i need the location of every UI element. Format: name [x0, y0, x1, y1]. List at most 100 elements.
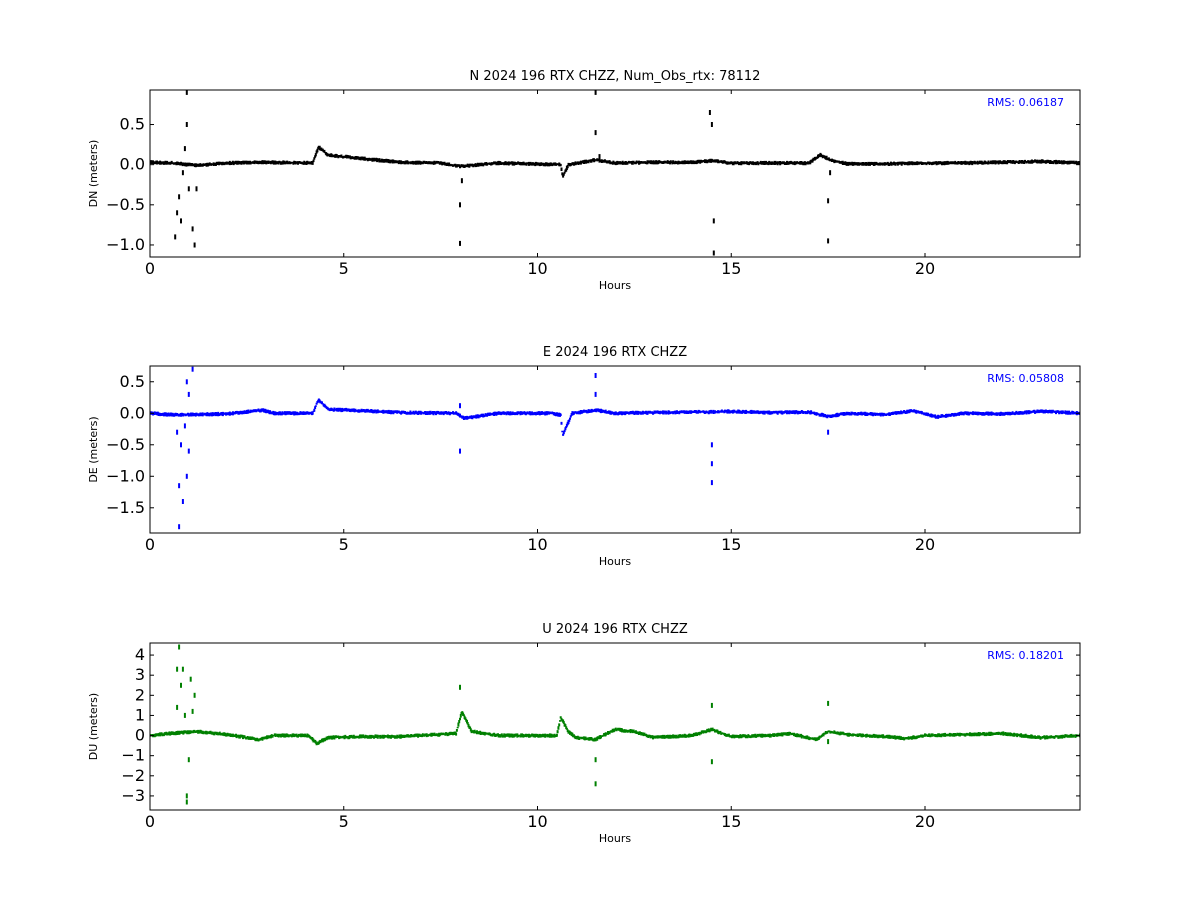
y-tick-label: −0.5 [106, 195, 145, 214]
outlier-point [185, 122, 188, 127]
y-tick-label: 4 [135, 645, 145, 664]
outlier-point [187, 448, 190, 454]
outlier-point [827, 739, 830, 745]
outlier-point [710, 480, 713, 486]
outlier-point [178, 644, 181, 650]
outlier-point [191, 226, 194, 232]
y-tick-label: 0.0 [120, 155, 145, 174]
outlier-point [827, 198, 830, 204]
y-tick-label: −1 [121, 746, 145, 765]
outlier-point [189, 676, 192, 682]
outlier-point [183, 146, 186, 152]
x-axis-label: Hours [599, 279, 631, 292]
x-tick-label: 10 [527, 812, 547, 831]
outlier-point [187, 186, 190, 192]
x-tick-label: 5 [339, 812, 349, 831]
outlier-point [459, 403, 461, 409]
outlier-point [185, 793, 188, 799]
outlier-point [827, 429, 830, 435]
x-tick-label: 5 [339, 535, 349, 554]
data-series [150, 366, 1080, 530]
x-tick-label: 0 [145, 259, 155, 278]
outlier-point [598, 154, 601, 160]
outlier-point [187, 757, 190, 763]
outlier-point [594, 90, 597, 95]
outlier-point [183, 712, 186, 718]
outlier-point [193, 242, 196, 248]
panel-dn: N 2024 196 RTX CHZZ, Num_Obs_rtx: 78112 0… [87, 69, 1081, 292]
data-track [150, 145, 1080, 178]
outlier-point [180, 218, 182, 224]
outlier-point [710, 461, 713, 467]
outlier-point [191, 366, 194, 372]
outlier-point [594, 391, 597, 397]
outlier-point [176, 429, 179, 435]
outlier-point [594, 781, 597, 787]
outlier-point [185, 799, 188, 805]
x-tick-label: 20 [915, 812, 935, 831]
y-tick-label: 0.5 [120, 372, 145, 391]
outlier-point [827, 238, 830, 244]
axes-frame [149, 89, 1081, 258]
y-tick-label: 3 [135, 665, 145, 684]
outlier-point [178, 483, 181, 489]
outlier-point [178, 194, 181, 200]
outlier-point [710, 702, 713, 708]
x-tick-label: 20 [915, 259, 935, 278]
outlier-point [181, 170, 184, 176]
y-tick-label: −0.5 [106, 435, 145, 454]
outlier-point [710, 442, 713, 448]
outlier-point [827, 700, 830, 706]
outlier-point [460, 178, 463, 184]
data-series [150, 644, 1080, 805]
x-axis-label: Hours [599, 832, 631, 845]
axes-frame [149, 365, 1081, 534]
data-series [150, 90, 1080, 256]
outlier-point [459, 240, 461, 246]
y-tick-label: 2 [135, 685, 145, 704]
y-axis-label: DN (meters) [87, 140, 100, 208]
outlier-point [181, 666, 184, 672]
outlier-point [459, 202, 461, 208]
outlier-point [185, 90, 188, 95]
outlier-point [180, 442, 182, 448]
rms-annotation: RMS: 0.06187 [987, 96, 1064, 109]
outlier-point [176, 210, 179, 216]
axes-frame [149, 642, 1081, 811]
x-tick-label: 20 [915, 535, 935, 554]
outlier-point [829, 170, 832, 176]
outlier-point [185, 473, 188, 479]
data-track [150, 398, 1080, 436]
x-tick-label: 5 [339, 259, 349, 278]
x-tick-label: 15 [721, 259, 741, 278]
x-tick-label: 0 [145, 812, 155, 831]
x-tick-label: 10 [527, 259, 547, 278]
x-axis-label: Hours [599, 555, 631, 568]
outlier-point [181, 499, 184, 504]
outlier-point [176, 704, 179, 710]
y-axis-label: DU (meters) [87, 693, 100, 760]
outlier-point [708, 110, 711, 115]
outlier-point [195, 186, 198, 192]
y-tick-label: 0.5 [120, 115, 145, 134]
chart-title: U 2024 196 RTX CHZZ [542, 622, 688, 637]
chart-title: E 2024 196 RTX CHZZ [543, 345, 687, 360]
outlier-point [183, 423, 186, 429]
y-tick-label: −2 [121, 766, 145, 785]
rms-annotation: RMS: 0.18201 [987, 649, 1064, 662]
outlier-point [594, 130, 597, 136]
x-tick-label: 15 [721, 812, 741, 831]
outlier-point [180, 682, 182, 688]
data-track [150, 711, 1080, 746]
x-tick-label: 10 [527, 535, 547, 554]
outlier-point [178, 524, 181, 530]
panel-de: E 2024 196 RTX CHZZ 0 5 10 15 20 −1.5 −1.0 −0.5 0… [87, 345, 1081, 568]
y-axis-label: DE (meters) [87, 416, 100, 482]
x-tick-label: 15 [721, 535, 741, 554]
x-tick-label: 0 [145, 535, 155, 554]
outlier-point [710, 122, 713, 127]
chart-title: N 2024 196 RTX CHZZ, Num_Obs_rtx: 78112 [470, 69, 761, 84]
outlier-point [712, 218, 715, 224]
y-tick-label: −1.0 [106, 466, 145, 485]
